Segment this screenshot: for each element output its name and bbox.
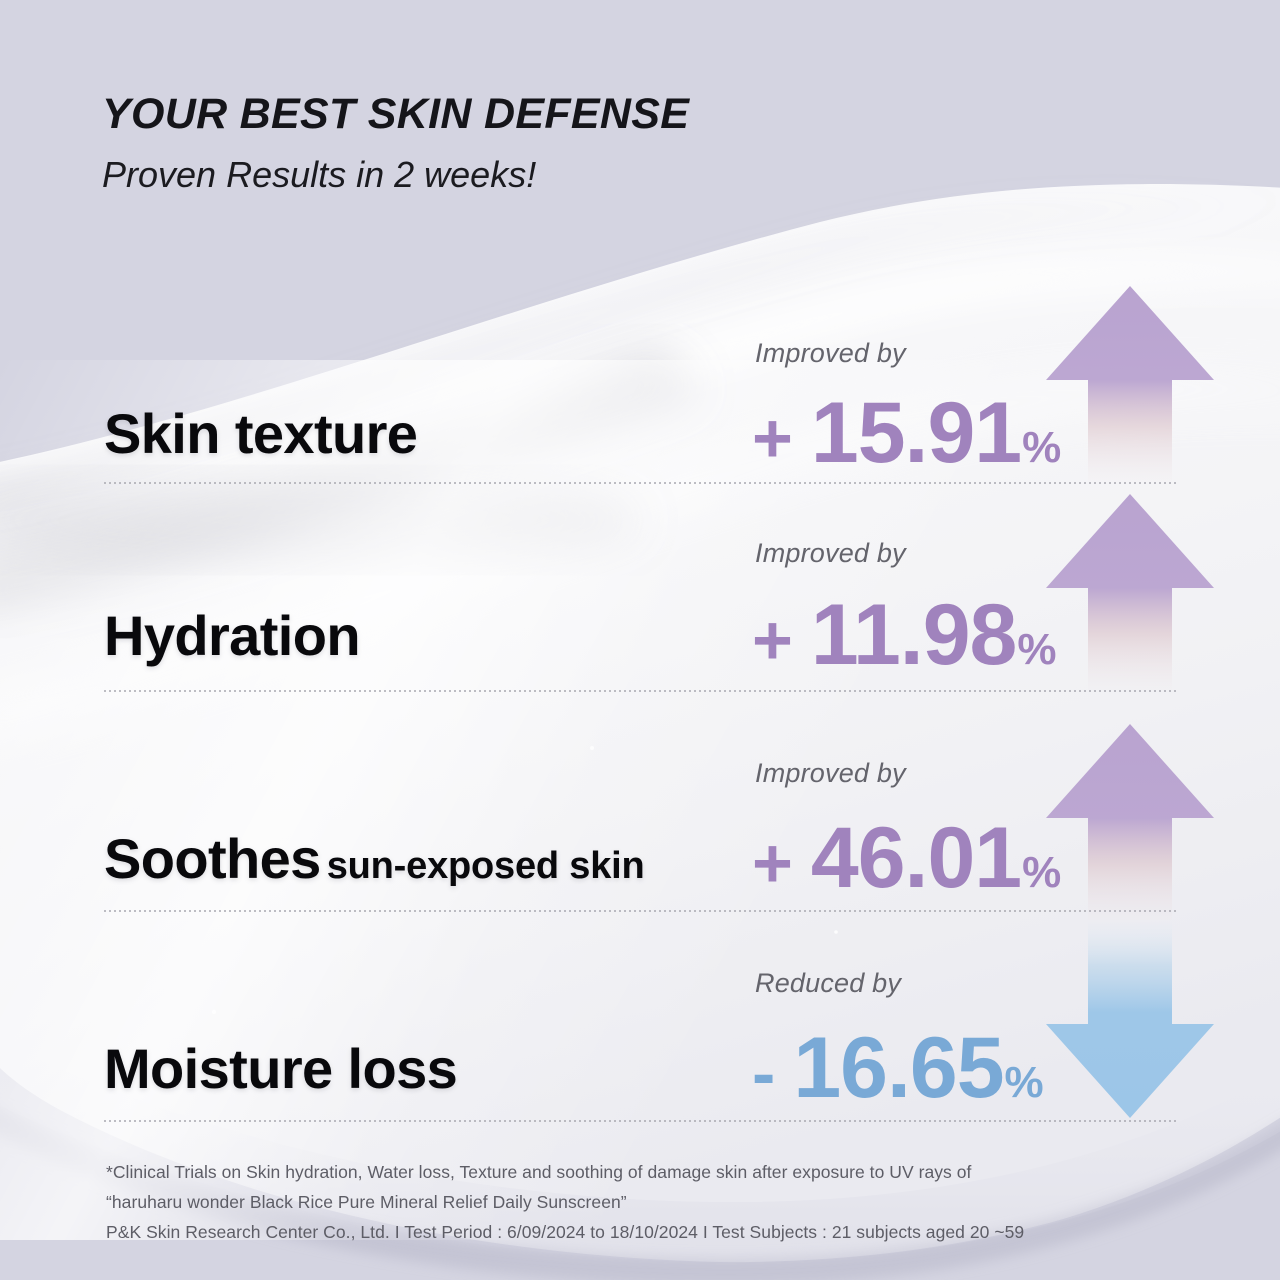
metric-caption: Reduced by — [755, 968, 902, 998]
row-divider — [104, 482, 1176, 484]
metric-number: 16.65 — [793, 1020, 1004, 1116]
footnote-line-3: P&K Skin Research Center Co., Ltd. I Tes… — [106, 1222, 1025, 1242]
metric-caption: Improved by — [755, 338, 906, 368]
metric-caption: Improved by — [755, 538, 906, 568]
header: YOUR BEST SKIN DEFENSE Proven Results in… — [102, 90, 690, 196]
metric-label-suffix: sun-exposed skin — [326, 845, 645, 887]
metric-caption: Improved by — [755, 758, 906, 788]
metric-label: Moisture loss — [104, 1036, 463, 1101]
metric-sign: + — [752, 601, 793, 679]
metric-row: Skin texture Improved by + 15.91 % — [0, 286, 1280, 490]
metric-label: Hydration — [104, 603, 366, 668]
row-divider — [104, 1120, 1176, 1122]
metric-row: Hydration Improved by + 11.98 % — [0, 494, 1280, 692]
row-divider — [104, 690, 1176, 692]
metric-value: - 16.65 % — [752, 1025, 1044, 1111]
metric-unit: % — [1022, 848, 1062, 897]
page-subtitle: Proven Results in 2 weeks! — [102, 154, 537, 196]
arrow-up-icon — [1044, 490, 1216, 690]
metric-value: + 46.01 % — [752, 815, 1061, 901]
arrow-up-icon — [1044, 720, 1216, 920]
metric-unit: % — [1022, 423, 1062, 472]
metric-sign: + — [752, 399, 793, 477]
metric-label-main: Soothes — [104, 827, 321, 890]
metric-label-main: Moisture loss — [104, 1037, 458, 1100]
arrow-up-icon — [1044, 282, 1216, 482]
metric-sign: - — [752, 1034, 776, 1112]
metric-row: Soothes sun-exposed skin Improved by + 46… — [0, 720, 1280, 920]
metric-value: + 11.98 % — [752, 592, 1056, 678]
row-divider — [104, 910, 1176, 912]
footnote-line-2: “haruharu wonder Black Rice Pure Mineral… — [106, 1192, 627, 1212]
metric-label: Soothes sun-exposed skin — [104, 826, 645, 891]
page-title: YOUR BEST SKIN DEFENSE — [102, 90, 690, 138]
metric-label-main: Hydration — [104, 604, 361, 667]
metric-label: Skin texture — [104, 401, 423, 466]
footnote: *Clinical Trials on Skin hydration, Wate… — [106, 1157, 1024, 1247]
metric-number: 15.91 — [810, 385, 1022, 481]
metric-label-main: Skin texture — [104, 402, 418, 465]
footnote-line-1: *Clinical Trials on Skin hydration, Wate… — [106, 1162, 972, 1182]
metric-value: + 15.91 % — [752, 390, 1061, 476]
metric-unit: % — [1004, 1058, 1044, 1107]
metric-number: 46.01 — [810, 810, 1022, 906]
metric-unit: % — [1017, 625, 1057, 674]
metric-number: 11.98 — [810, 587, 1017, 683]
metric-row: Moisture loss Reduced by - 16.65 % — [0, 922, 1280, 1125]
arrow-down-icon — [1044, 922, 1216, 1122]
metric-sign: + — [752, 824, 793, 902]
